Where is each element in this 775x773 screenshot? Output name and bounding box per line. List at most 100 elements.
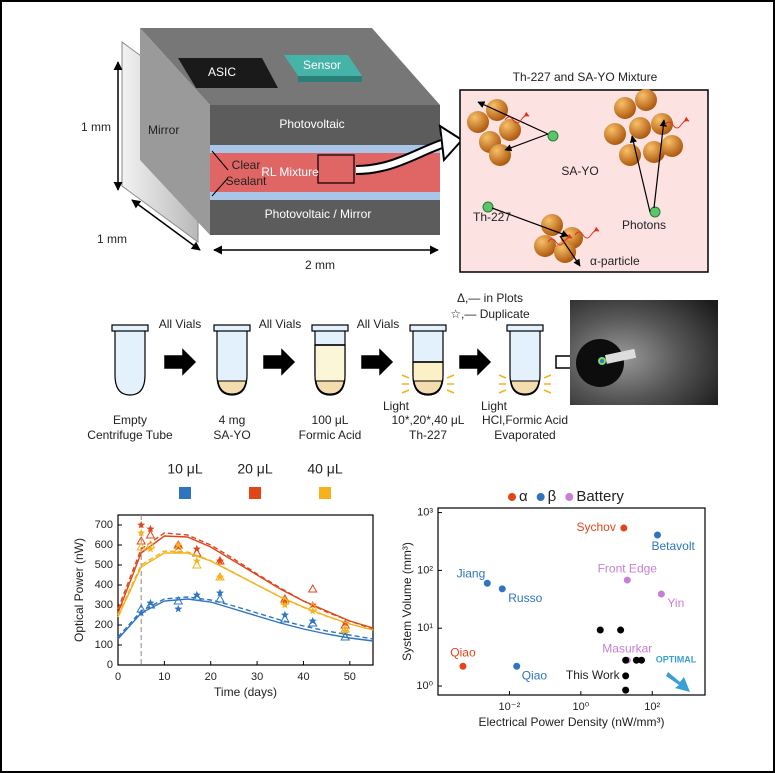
data-point	[617, 627, 624, 634]
data-point	[459, 663, 466, 670]
x-tick-label: 10⁻²	[499, 701, 521, 713]
x-axis-title: Time (days)	[214, 685, 277, 699]
light-label: Light	[481, 399, 508, 413]
annotation: OPTIMAL	[656, 654, 697, 664]
x-tick-label: 50	[344, 671, 356, 683]
figure: ASIC Sensor Mirror Photovoltaic Clear Se…	[0, 0, 775, 773]
arrow-label: All Vials	[357, 317, 399, 331]
tube	[115, 330, 145, 395]
step-caption: HCl,Formic Acid	[482, 413, 568, 427]
inset-label: Photons	[622, 218, 666, 232]
tube-rim	[507, 325, 543, 331]
data-point	[499, 585, 506, 592]
point-label: Russo	[508, 591, 542, 605]
x-tick-label: 20	[205, 671, 217, 683]
data-point	[622, 687, 629, 694]
legend-marker	[537, 493, 545, 501]
point-label: Masurkar	[602, 641, 652, 655]
point-label: Qiao	[450, 645, 476, 659]
sa-yo-particle	[614, 97, 636, 119]
legend-swatch	[179, 487, 191, 499]
sa-yo-particle	[635, 89, 657, 111]
x-tick-label: 40	[297, 671, 309, 683]
device-part	[210, 145, 440, 153]
photo-part	[600, 359, 604, 363]
th-227-atom	[548, 131, 558, 141]
data-point	[638, 657, 645, 664]
y-axis-title: Optical Power (nW)	[72, 538, 86, 642]
device-part	[298, 76, 362, 82]
photovoltaic-label: Photovoltaic	[279, 117, 344, 131]
y-tick-label: 500	[95, 559, 113, 571]
legend-label: 10 μL	[167, 461, 203, 477]
step-caption: Evaporated	[494, 428, 555, 442]
light-label: Light	[383, 399, 410, 413]
step-caption: 100 μL	[312, 413, 349, 427]
y-tick-label: 600	[95, 539, 113, 551]
data-point	[597, 627, 604, 634]
sa-yo-particle	[629, 117, 651, 139]
mirror-label: Mirror	[148, 123, 179, 137]
y-tick-label: 200	[95, 619, 113, 631]
rl-label: RL Mixture	[261, 165, 319, 179]
step-caption: Centrifuge Tube	[87, 428, 173, 442]
sa-yo-particle	[604, 123, 626, 145]
data-point	[484, 580, 491, 587]
step-caption: SA-YO	[213, 428, 250, 442]
sa-yo-particle	[486, 99, 508, 121]
data-point	[622, 672, 629, 679]
th-227-atom	[650, 207, 660, 217]
tube-rim	[112, 325, 148, 331]
tube-rim	[214, 325, 250, 331]
y-tick-label: 10⁰	[416, 680, 433, 692]
sa-yo-particle	[499, 119, 521, 141]
step-caption: Formic Acid	[299, 428, 362, 442]
point-label: Betavolt	[651, 539, 695, 553]
legend-swatch	[249, 487, 261, 499]
arrow-label: All Vials	[259, 317, 301, 331]
y-tick-label: 0	[107, 659, 113, 671]
data-point	[658, 591, 665, 598]
inset-title: Th-227 and SA-YO Mixture	[513, 70, 658, 84]
step-caption: Empty	[113, 413, 147, 427]
data-point	[622, 657, 629, 664]
photo	[570, 300, 718, 405]
dimension: 2 mm	[305, 258, 335, 272]
legend-label: Battery	[576, 488, 624, 505]
legend-label: α	[519, 488, 528, 505]
arrow-label: All Vials	[159, 317, 201, 331]
sa-yo-particle	[489, 144, 511, 166]
data-point	[513, 663, 520, 670]
asic-label: ASIC	[208, 65, 236, 79]
dimension: 1 mm	[97, 232, 127, 246]
y-tick-label: 700	[95, 519, 113, 531]
step-caption: Th-227	[409, 428, 447, 442]
y-tick-label: 300	[95, 599, 113, 611]
data-point	[624, 577, 631, 584]
point-label: Qiao	[522, 668, 548, 682]
y-axis-title: System Volume (mm³)	[400, 542, 414, 661]
tube-rim	[312, 325, 348, 331]
device-part	[210, 192, 440, 200]
x-tick-label: 10	[158, 671, 170, 683]
legend-marker	[565, 493, 573, 501]
point-label: This Work	[566, 668, 621, 682]
inset-label: SA-YO	[561, 164, 598, 178]
dimension: 1 mm	[81, 120, 111, 134]
sa-yo-particle	[619, 144, 641, 166]
x-tick-label: 30	[251, 671, 263, 683]
y-tick-label: 400	[95, 579, 113, 591]
y-tick-label: 10²	[417, 564, 433, 576]
process-note: Δ,— in Plots	[457, 291, 523, 305]
x-tick-label: 0	[115, 671, 121, 683]
pv-mirror-label: Photovoltaic / Mirror	[265, 207, 372, 221]
point-label: Front Edge	[598, 561, 658, 575]
data-point	[654, 531, 661, 538]
point-label: Jiang	[457, 566, 486, 580]
point-label: Yin	[667, 596, 684, 610]
legend-label: β	[548, 488, 557, 505]
sa-yo-particle	[651, 113, 673, 135]
x-tick-label: 10²	[644, 701, 660, 713]
point-label: Sychov	[576, 520, 615, 534]
step-caption: 10*,20*,40 μL	[392, 413, 465, 427]
